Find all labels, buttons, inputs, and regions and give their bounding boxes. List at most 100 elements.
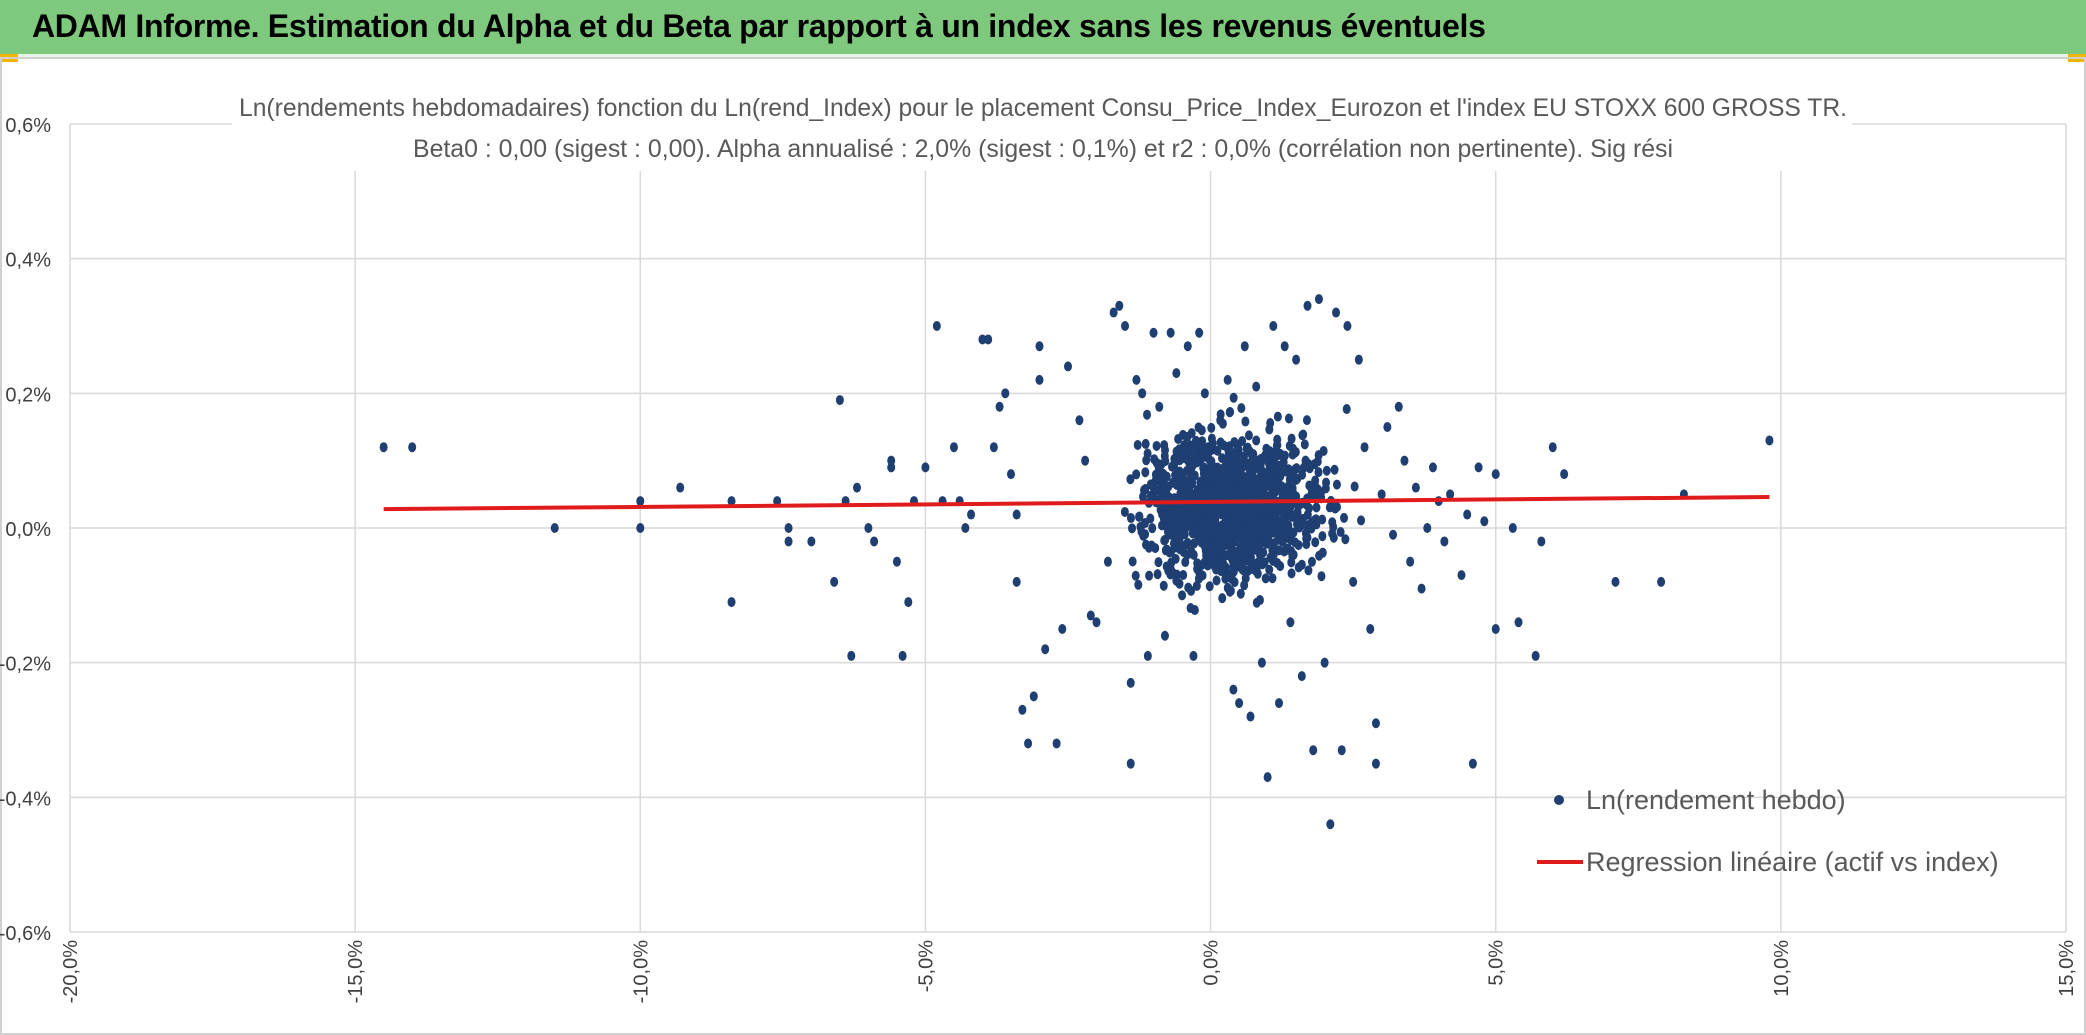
data-point [1164,481,1173,492]
data-point [967,509,976,520]
data-point [1312,502,1321,513]
data-point [1275,545,1284,556]
data-point [1121,321,1130,331]
data-point [1183,341,1192,352]
data-point [1357,515,1366,526]
data-point [676,482,685,493]
data-point [1514,617,1523,628]
report-title: ADAM Informe. Estimation du Alpha et du … [32,8,1486,44]
data-point [1075,415,1084,426]
data-point [1195,534,1204,545]
data-point [1035,341,1044,352]
data-point [1218,453,1227,464]
data-point [1269,321,1278,331]
data-point [1371,758,1380,769]
data-point [1284,413,1293,424]
data-point [1218,474,1227,485]
chart-title-line1: Ln(rendements hebdomadaires) fonction du… [239,94,1847,122]
data-point [1406,556,1415,567]
legend-marker-points [1554,795,1564,805]
data-point [1294,540,1303,551]
data-point [1337,745,1346,756]
data-point [1109,307,1118,318]
grid [69,123,2067,933]
data-point [1280,341,1289,352]
y-tick-label: -0,4% [0,788,51,810]
data-point [1238,525,1247,536]
data-point [1332,479,1341,490]
x-tick-label: 5,0% [1486,940,1508,986]
data-point [1302,415,1311,426]
data-point [1238,564,1247,575]
data-point [1126,758,1135,769]
data-point [1326,819,1335,830]
data-point [1149,327,1158,338]
data-point [1290,448,1299,459]
x-tick-label: 10,0% [1771,940,1793,997]
chart-title-line2: Beta0 : 0,00 (sigest : 0,00). Alpha annu… [413,135,1673,163]
data-point [1320,657,1329,668]
data-point [1232,536,1241,547]
data-point [1204,453,1213,464]
data-point [932,321,941,331]
data-point [1275,698,1284,709]
data-point [1560,469,1569,480]
data-point [1211,526,1220,537]
data-point [1081,455,1090,466]
title-background [232,93,1852,171]
data-point [1223,504,1232,515]
data-point [1305,463,1314,474]
data-point [1288,550,1297,561]
data-point [408,442,417,453]
legend-label-line: Regression linéaire (actif vs index) [1586,847,1999,877]
chart-frame [0,57,2086,1035]
data-point [1012,509,1021,520]
data-point [949,442,958,453]
data-point [1269,538,1278,549]
data-point [1126,513,1135,524]
data-point [978,334,987,345]
data-point [1259,547,1268,558]
data-point [1183,454,1192,465]
data-point [1417,583,1426,594]
data-point [1197,515,1206,526]
data-point [1342,404,1351,415]
data-point [1229,684,1238,695]
data-point [1174,467,1183,478]
data-point [1394,401,1403,412]
data-point [1314,467,1323,478]
data-point [1132,374,1141,385]
data-point [1144,542,1153,553]
data-point [835,395,844,406]
data-point [1255,455,1264,466]
data-point [550,523,559,533]
data-point [1330,464,1339,475]
data-point [830,576,839,587]
data-point [1173,529,1182,540]
data-point [1244,430,1253,441]
data-point [1103,556,1112,567]
data-point [1235,698,1244,709]
data-point [1263,532,1272,543]
data-point [984,334,993,345]
data-point [1287,534,1296,545]
data-point [1126,677,1135,688]
data-point [807,536,816,547]
data-point [1273,440,1282,451]
x-axis-ticks: -20,0% -15,0% -10,0% -5,0% 0,0% 5,0% 10,0% 15,0… [60,940,2078,1004]
data-point [1128,556,1137,567]
data-point [1247,450,1256,461]
data-point [1304,565,1313,576]
data-point [1303,300,1312,311]
data-point [1340,512,1349,523]
data-point [1159,508,1168,519]
data-point [1161,534,1170,545]
data-point [1322,465,1331,476]
data-point [1537,536,1546,547]
report-banner: ADAM Informe. Estimation du Alpha et du … [0,0,2086,57]
regression-line-path [383,495,1770,512]
data-point [1354,354,1363,365]
data-point [1226,585,1235,596]
data-point [1411,482,1420,493]
data-point [1274,478,1283,489]
